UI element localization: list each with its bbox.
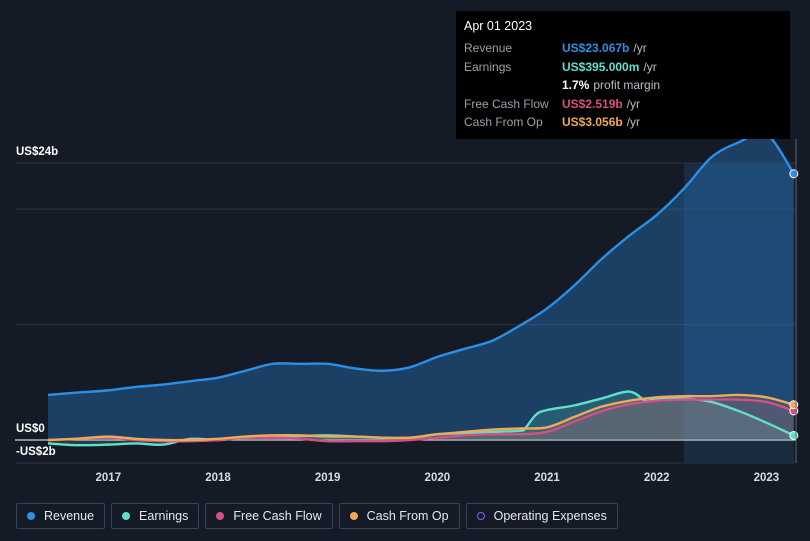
y-tick-label-bottom: -US$2b (16, 446, 56, 458)
x-tick-label: 2021 (534, 472, 560, 484)
tooltip-unit: /yr (633, 41, 647, 56)
series-lines (47, 131, 795, 447)
legend-item-cash-from-op[interactable]: Cash From Op (338, 503, 460, 529)
legend-item-earnings[interactable]: Earnings (111, 503, 200, 529)
x-tick-label: 2018 (205, 472, 231, 484)
legend-label: Revenue (44, 509, 95, 523)
tooltip-date: Apr 01 2023 (464, 19, 533, 33)
legend-label: Earnings (139, 509, 189, 523)
legend-item-free-cash-flow[interactable]: Free Cash Flow (205, 503, 333, 529)
tooltip-label: Cash From Op (464, 115, 543, 130)
tooltip-label: Free Cash Flow (464, 96, 549, 111)
revenue-area (48, 132, 794, 440)
tooltip-unit: /yr (626, 115, 641, 130)
legend-label: Free Cash Flow (233, 509, 322, 523)
cash-from-op-end-point[interactable] (789, 400, 799, 410)
tooltip-row-earnings: Earnings US$395.000m /yr (464, 58, 782, 77)
tooltip-unit: /yr (643, 59, 657, 74)
tooltip-row-cash-from-op: Cash From Op US$3.056b /yr (464, 113, 782, 132)
legend-label: Operating Expenses (493, 509, 607, 523)
tooltip: Apr 01 2023 Revenue US$23.067b /yr Earni… (456, 11, 790, 139)
tooltip-value: US$2.519b (562, 96, 623, 111)
revenue-end-point[interactable] (789, 169, 799, 179)
free-cash-flow-dot-icon (216, 512, 225, 520)
tooltip-row-free-cash-flow: Free Cash Flow US$2.519b /yr (464, 95, 782, 114)
tooltip-row-profit-margin: 1.7% profit margin (464, 76, 782, 95)
revenue-line (47, 131, 795, 397)
tooltip-unit: /yr (626, 96, 641, 111)
highlight-region (684, 163, 794, 463)
x-tick-label: 2017 (96, 472, 122, 484)
legend: Revenue Earnings Free Cash Flow Cash Fro… (16, 503, 618, 529)
x-tick-label: 2023 (754, 472, 780, 484)
legend-item-operating-expenses[interactable]: Operating Expenses (465, 503, 618, 529)
cash-from-op-line (47, 393, 795, 442)
cash-from-op-dot-icon (349, 512, 358, 520)
y-tick-label-zero: US$0 (16, 423, 45, 435)
x-tick-label: 2020 (425, 472, 451, 484)
tooltip-label: Revenue (464, 41, 513, 56)
x-tick-label: 2019 (315, 472, 341, 484)
earnings-dot-icon (122, 512, 131, 520)
tooltip-row-revenue: Revenue US$23.067b /yr (464, 39, 782, 58)
legend-item-revenue[interactable]: Revenue (16, 503, 106, 529)
tooltip-unit: profit margin (593, 78, 661, 93)
x-tick-label: 2022 (644, 472, 670, 484)
operating-expenses-ring-icon (476, 512, 485, 520)
legend-label: Cash From Op (366, 509, 449, 523)
revenue-dot-icon (27, 512, 35, 520)
tooltip-value: US$23.067b (562, 41, 630, 56)
y-tick-label-top: US$24b (16, 146, 58, 158)
tooltip-value: US$3.056b (562, 115, 623, 130)
earnings-end-point[interactable] (789, 430, 799, 440)
tooltip-value: US$395.000m (562, 59, 640, 74)
tooltip-label: Earnings (464, 59, 512, 74)
tooltip-value: 1.7% (562, 78, 590, 93)
x-tick-labels: 2017 2018 2019 2020 2021 2022 2023 (96, 472, 780, 484)
